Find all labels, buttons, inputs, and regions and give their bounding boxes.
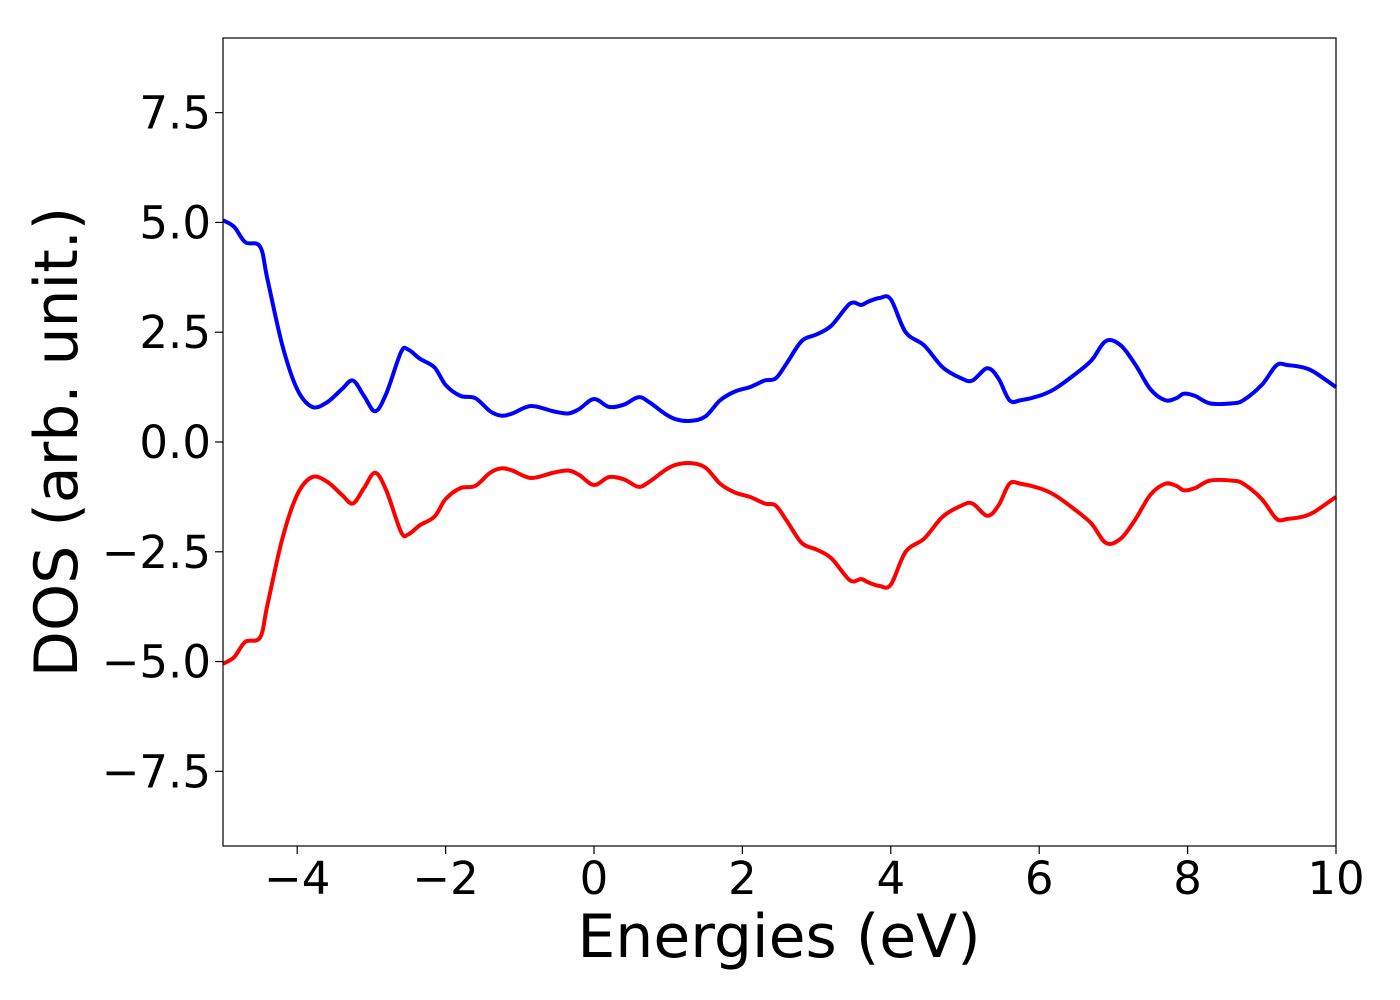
x-tick-label: 6	[1025, 852, 1054, 905]
y-tick-label: −7.5	[102, 745, 211, 798]
x-tick-label: 4	[876, 852, 905, 905]
x-tick-label: −4	[264, 852, 330, 905]
x-tick-label: 2	[728, 852, 757, 905]
x-tick-label: 0	[580, 852, 609, 905]
x-tick-label: −2	[412, 852, 478, 905]
series-layer	[221, 218, 1338, 666]
y-tick-label: 2.5	[139, 306, 211, 359]
series-line-1	[221, 218, 1338, 424]
x-axis: −4 −2 0 2 4 6 8 10	[264, 846, 1365, 905]
y-tick-label: −2.5	[102, 526, 211, 579]
y-tick-label: 5.0	[139, 196, 211, 249]
x-axis-title: Energies (eV)	[577, 902, 980, 972]
y-tick-label: −5.0	[102, 636, 211, 689]
x-tick-label: 10	[1307, 852, 1364, 905]
y-tick-label: 0.0	[139, 416, 211, 469]
y-axis: −7.5 −5.0 −2.5 0.0 2.5 5.0 7.5	[102, 87, 223, 798]
y-tick-label: 7.5	[139, 87, 211, 140]
x-tick-label: 8	[1173, 852, 1202, 905]
series-line-2	[221, 460, 1338, 666]
y-axis-title: DOS (arb. unit.)	[22, 207, 92, 677]
